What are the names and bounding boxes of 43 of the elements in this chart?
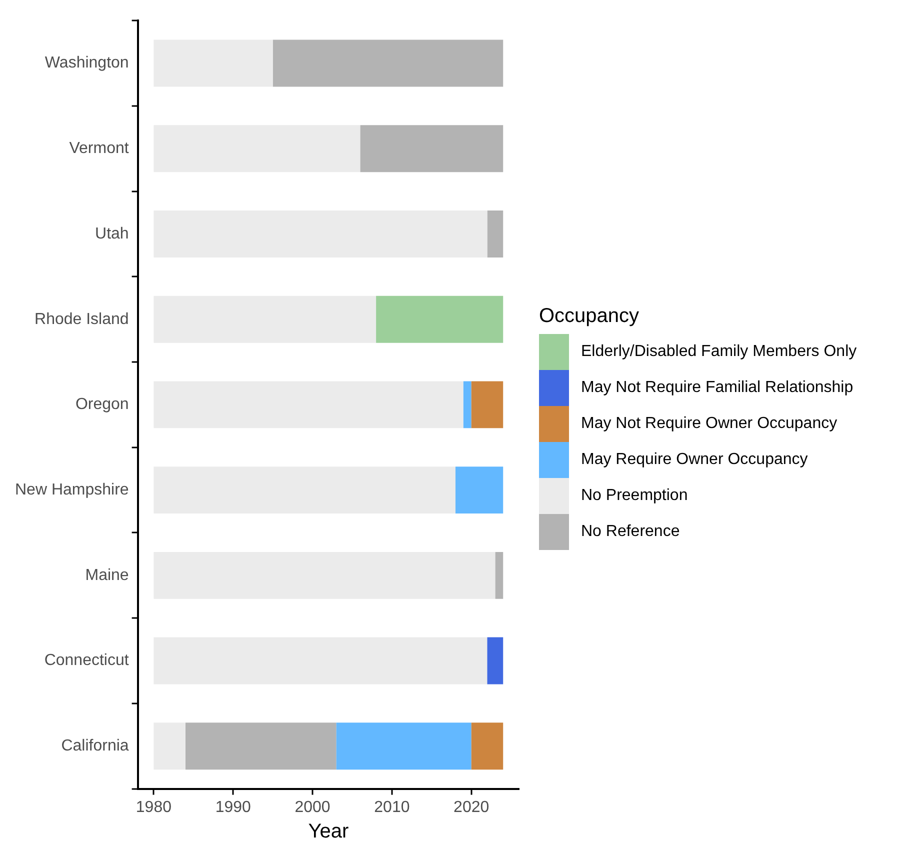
bar bbox=[463, 381, 472, 428]
x-tick-label: 1980 bbox=[136, 798, 172, 816]
bar bbox=[376, 296, 504, 343]
legend-label: Elderly/Disabled Family Members Only bbox=[581, 342, 857, 360]
y-tick-label: Rhode Island bbox=[34, 310, 129, 328]
bar bbox=[154, 552, 496, 599]
bar bbox=[154, 125, 360, 172]
bar bbox=[360, 125, 504, 172]
bar bbox=[336, 722, 472, 770]
x-tick-label: 2020 bbox=[454, 798, 490, 816]
bar bbox=[471, 381, 504, 428]
y-tick-label: Maine bbox=[85, 566, 129, 584]
bar bbox=[154, 296, 376, 343]
x-tick-label: 2000 bbox=[294, 798, 330, 816]
bar bbox=[495, 552, 504, 599]
legend-label: May Require Owner Occupancy bbox=[581, 450, 808, 468]
y-tick-label: Connecticut bbox=[44, 652, 130, 670]
y-tick-label: New Hampshire bbox=[15, 481, 129, 498]
bar bbox=[154, 466, 456, 514]
bar bbox=[154, 210, 488, 258]
legend-label: May Not Require Familial Relationship bbox=[581, 378, 854, 396]
bar bbox=[471, 722, 504, 770]
bar bbox=[154, 722, 186, 770]
bar bbox=[154, 637, 488, 684]
x-tick-label: 2010 bbox=[374, 798, 410, 816]
bar bbox=[487, 210, 504, 258]
bar bbox=[154, 40, 273, 87]
bar bbox=[154, 381, 464, 428]
y-tick-label: California bbox=[61, 738, 129, 755]
x-tick-label: 1990 bbox=[215, 798, 252, 816]
bar bbox=[455, 466, 504, 514]
y-tick-label: Vermont bbox=[69, 140, 130, 158]
legend-label: No Preemption bbox=[581, 486, 688, 504]
x-axis-title: Year bbox=[308, 820, 349, 843]
bar bbox=[487, 637, 504, 684]
y-tick-label: Washington bbox=[44, 54, 129, 72]
legend-title: Occupancy bbox=[539, 304, 640, 328]
y-tick-label: Utah bbox=[95, 225, 129, 242]
legend-label: May Not Require Owner Occupancy bbox=[581, 414, 838, 432]
bar bbox=[272, 40, 504, 87]
legend-label: No Reference bbox=[581, 522, 680, 540]
y-tick-label: Oregon bbox=[75, 396, 129, 414]
bar bbox=[185, 722, 336, 770]
